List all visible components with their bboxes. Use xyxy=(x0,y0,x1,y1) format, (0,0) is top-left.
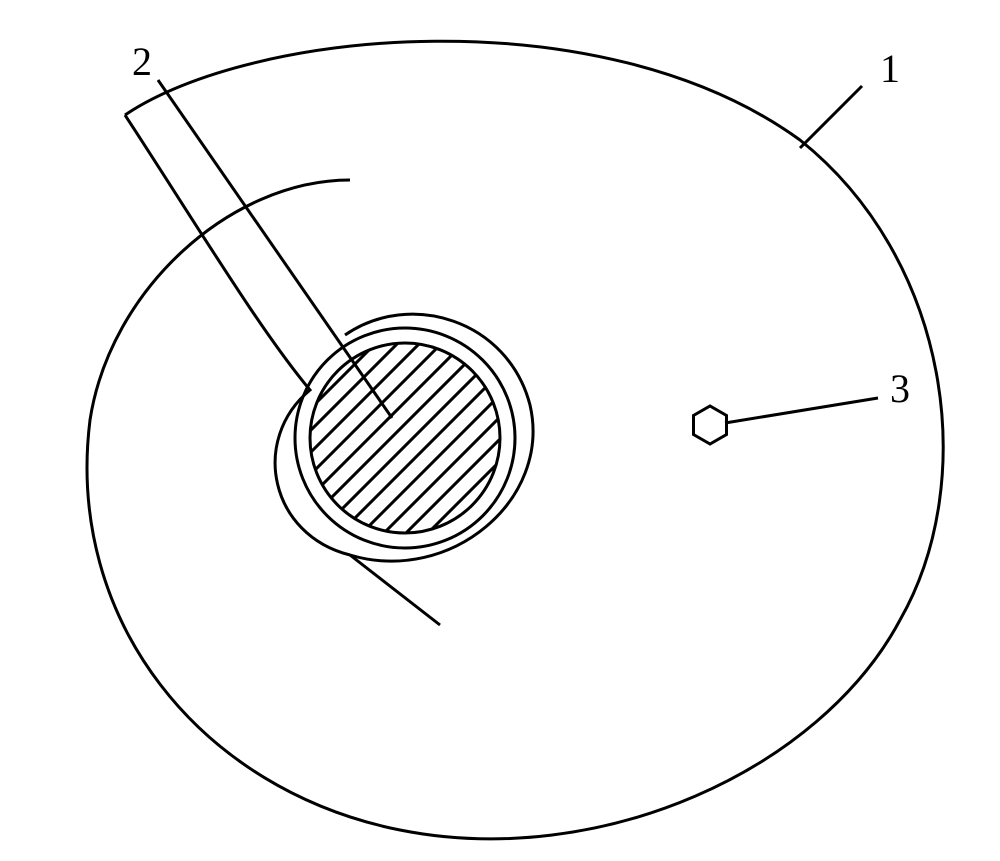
leader-line-2 xyxy=(158,80,392,418)
leader-line-3 xyxy=(725,398,878,423)
ref-label-3: 3 xyxy=(890,365,910,412)
ref-label-2: 2 xyxy=(132,38,152,85)
hex-fastener xyxy=(694,406,727,444)
ref-label-1: 1 xyxy=(880,45,900,92)
central-shaft xyxy=(295,143,515,727)
leader-line-1 xyxy=(800,86,862,148)
diagram-svg xyxy=(0,0,1000,861)
diagram-canvas: 1 2 3 xyxy=(0,0,1000,861)
